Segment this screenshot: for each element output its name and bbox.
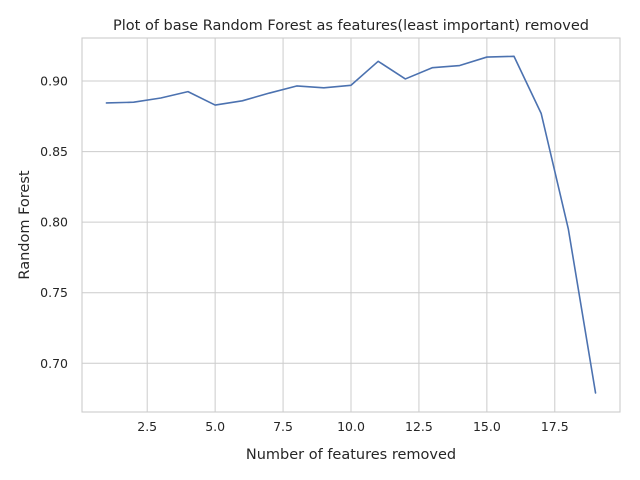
grid-lines: [82, 38, 620, 412]
y-tick-label: 0.80: [40, 215, 68, 230]
x-tick-label: 2.5: [137, 419, 157, 434]
x-tick-label: 15.0: [473, 419, 501, 434]
y-tick-labels: 0.70 0.75 0.80 0.85 0.90: [40, 74, 68, 371]
series-layer: [105, 55, 597, 394]
series-line: [105, 55, 597, 394]
y-tick-label: 0.70: [40, 356, 68, 371]
x-tick-labels: 2.5 5.0 7.5 10.0 12.5 15.0 17.5: [137, 419, 568, 434]
y-tick-label: 0.90: [40, 74, 68, 89]
x-tick-label: 7.5: [273, 419, 293, 434]
chart-title: Plot of base Random Forest as features(l…: [113, 18, 589, 34]
y-tick-label: 0.75: [40, 285, 68, 300]
x-tick-label: 17.5: [541, 419, 569, 434]
plot-area-frame: [81, 37, 621, 413]
y-axis-label: Random Forest: [17, 170, 33, 279]
x-axis-label: Number of features removed: [246, 447, 456, 463]
x-tick-label: 12.5: [405, 419, 433, 434]
y-tick-label: 0.85: [40, 144, 68, 159]
x-tick-label: 5.0: [205, 419, 225, 434]
x-tick-label: 10.0: [337, 419, 365, 434]
